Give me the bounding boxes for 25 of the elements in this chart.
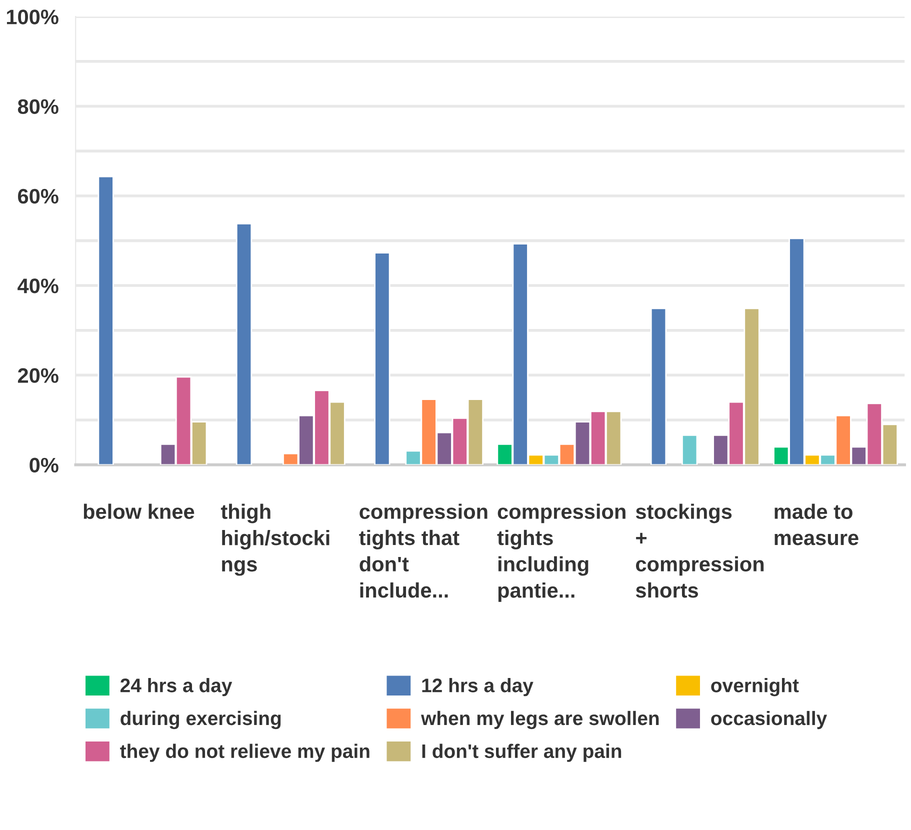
x-tick-label: made to measure xyxy=(774,504,858,546)
y-tick-label: 40% xyxy=(18,278,58,294)
bar xyxy=(236,222,252,465)
legend-label: 24 hrs a day xyxy=(120,678,232,696)
y-tick-label: 0% xyxy=(30,458,58,473)
x-tick-label: below knee xyxy=(84,504,194,519)
y-tick-label: 100% xyxy=(6,10,58,24)
legend-label: they do not relieve my pain xyxy=(120,744,370,762)
bar xyxy=(98,176,114,465)
legend-label: during exercising xyxy=(120,710,281,730)
y-tick-label: 20% xyxy=(18,368,58,383)
bar xyxy=(374,252,390,465)
legend-label: occasionally xyxy=(711,710,828,730)
x-tick-label: compression tights including pantie... xyxy=(497,504,626,602)
x-tick-label: compression tights that don't include... xyxy=(359,504,488,598)
bar xyxy=(682,434,698,465)
x-tick-label: thigh high/stocki ngs xyxy=(220,504,330,576)
legend-label: overnight xyxy=(711,678,799,696)
y-tick-label: 60% xyxy=(18,188,58,204)
y-tick-label: 80% xyxy=(18,99,58,114)
legend-label: 12 hrs a day xyxy=(422,678,534,696)
bar xyxy=(650,308,667,465)
legend-label: I don't suffer any pain xyxy=(422,744,622,762)
x-tick-label: stockings + compression shorts xyxy=(636,504,764,598)
legend-label: when my legs are swollen xyxy=(420,710,659,730)
